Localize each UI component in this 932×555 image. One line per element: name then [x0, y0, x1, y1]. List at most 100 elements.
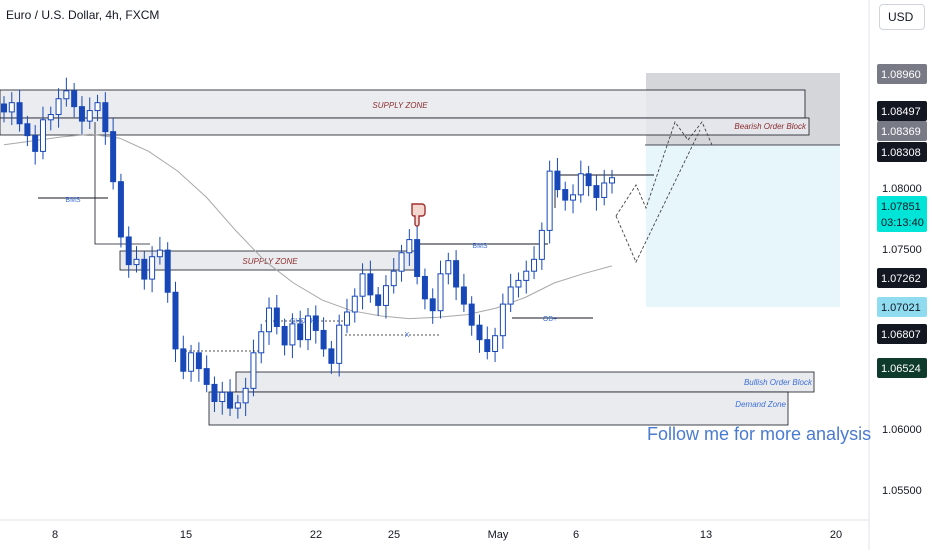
bms-mid-label: BMS	[472, 243, 488, 250]
choch-label: CHOCH	[290, 318, 316, 325]
candle-body	[1, 103, 7, 113]
price-tag-bg	[877, 64, 927, 84]
demand-zone-label: Demand Zone	[735, 400, 786, 409]
candle-body	[499, 303, 506, 337]
candle-body	[203, 368, 210, 385]
candle-body	[429, 298, 436, 312]
candle-body	[562, 189, 569, 201]
candle-body	[609, 177, 615, 184]
current-price-tag-bg	[877, 196, 927, 232]
candle-body	[484, 339, 491, 352]
candle-body	[71, 90, 78, 108]
countdown-timer: 03:13:40	[881, 217, 924, 229]
time-tick: 20	[830, 529, 842, 541]
candle-body	[305, 315, 311, 341]
candle-body	[328, 348, 335, 364]
price-tick: 1.05500	[882, 485, 922, 497]
candle-body	[585, 173, 592, 187]
currency-button[interactable]: USD	[879, 4, 925, 30]
candle-body	[86, 110, 93, 122]
price-tag: 1.08960	[881, 69, 921, 81]
candle-body	[570, 194, 577, 201]
candle-body	[531, 258, 538, 272]
demand-zone	[208, 391, 789, 426]
candle-body	[476, 324, 483, 341]
candle-body	[507, 286, 514, 305]
candle-body	[8, 102, 15, 113]
candle-body	[468, 303, 475, 326]
candle-body	[32, 135, 39, 152]
bearish-order-block	[0, 117, 810, 136]
price-tick: 1.07500	[882, 244, 922, 256]
time-tick: 8	[52, 529, 58, 541]
pointing-down-hand-icon	[411, 203, 426, 227]
candle-body	[554, 170, 561, 191]
price-tick: 1.06000	[882, 424, 922, 436]
price-tag: 1.08497	[881, 106, 921, 118]
candle-body	[63, 90, 70, 100]
candle-body	[125, 236, 132, 266]
candle-body	[523, 270, 530, 281]
bullish-order-block	[235, 371, 815, 393]
projection-path	[615, 121, 713, 217]
ob-label: OB+	[543, 316, 557, 323]
price-tag-bg	[877, 101, 927, 121]
candle-body	[343, 311, 350, 326]
candle-body	[351, 295, 358, 313]
target-zone-lower	[646, 145, 840, 307]
candle-body	[188, 352, 195, 372]
candle-body	[320, 329, 327, 350]
supply-zone-top	[0, 89, 806, 119]
price-tag-bg	[877, 324, 927, 344]
candle-body	[141, 258, 148, 280]
price-tag: 1.07021	[881, 302, 921, 314]
candle-body	[164, 249, 171, 293]
bms-left-label: BMS	[65, 197, 81, 204]
supply-zone-mid-label: SUPPLY ZONE	[242, 257, 298, 266]
price-tag-bg	[877, 297, 927, 317]
candle-body	[515, 279, 522, 288]
candle-body	[437, 273, 444, 312]
supply-zone-top-label: SUPPLY ZONE	[372, 101, 428, 110]
candle-body	[492, 335, 499, 352]
candle-body	[538, 229, 545, 260]
candle-body	[55, 98, 62, 116]
time-tick: 15	[180, 529, 192, 541]
candle-body	[47, 114, 54, 121]
candle-body	[593, 185, 600, 198]
candle-body	[149, 256, 156, 280]
price-tag-bg	[877, 358, 927, 378]
projection-path-alt	[615, 129, 701, 264]
time-tick: 6	[573, 529, 579, 541]
time-tick: 13	[700, 529, 712, 541]
current-price-tag: 1.07851	[881, 201, 921, 213]
candle-body	[312, 315, 319, 331]
candle-body	[398, 252, 405, 272]
candle-body	[156, 249, 163, 258]
candle-body	[273, 307, 280, 327]
candle-body	[39, 119, 46, 152]
candle-body	[375, 294, 382, 306]
candle-body	[195, 352, 202, 370]
candle-body	[250, 352, 257, 389]
candle-body	[359, 273, 366, 297]
candle-body	[336, 324, 343, 364]
candle-body	[133, 258, 140, 266]
candle-body	[117, 181, 124, 238]
candle-body	[227, 391, 234, 409]
candle-body	[453, 260, 460, 288]
candle-body	[219, 391, 226, 403]
candle-body	[406, 239, 413, 254]
candle-body	[297, 323, 304, 341]
candle-body	[24, 123, 31, 137]
price-tag: 1.06807	[881, 329, 921, 341]
candle-body	[390, 270, 397, 287]
candle-body	[234, 402, 241, 409]
candle-body	[382, 285, 389, 306]
follow-note: Follow me for more analysis	[647, 424, 872, 444]
candle-body	[601, 182, 608, 198]
price-tick: 1.08000	[882, 183, 922, 195]
candle-body	[281, 325, 288, 346]
